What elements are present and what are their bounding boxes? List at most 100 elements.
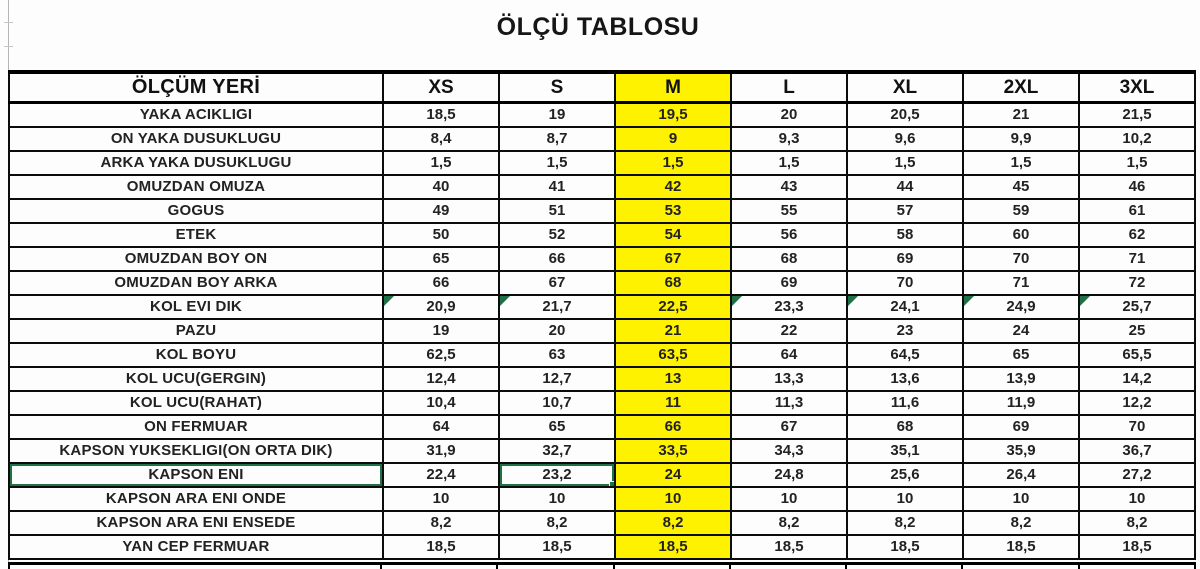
value-cell-s[interactable]: 66 bbox=[498, 245, 616, 272]
header-size-s[interactable]: S bbox=[498, 70, 616, 104]
row-label-cell[interactable]: KOL UCU(GERGIN) bbox=[8, 365, 384, 392]
value-cell-3xl[interactable]: 14,2 bbox=[1078, 365, 1196, 392]
value-cell-l[interactable]: 9,3 bbox=[730, 125, 848, 152]
header-size-2xl[interactable]: 2XL bbox=[962, 70, 1080, 104]
value-cell-2xl[interactable]: 24,9 bbox=[962, 293, 1080, 320]
fill-handle[interactable] bbox=[609, 480, 613, 485]
value-cell-3xl[interactable]: 25,7 bbox=[1078, 293, 1196, 320]
value-cell-2xl[interactable]: 71 bbox=[962, 269, 1080, 296]
value-cell-l[interactable]: 64 bbox=[730, 341, 848, 368]
value-cell-2xl[interactable]: 70 bbox=[962, 245, 1080, 272]
value-cell-m[interactable]: 11 bbox=[614, 389, 732, 416]
row-label-cell[interactable]: KAPSON ARA ENI ENSEDE bbox=[8, 509, 384, 536]
row-label-cell[interactable]: ON FERMUAR bbox=[8, 413, 384, 440]
value-cell-xl[interactable]: 13,6 bbox=[846, 365, 964, 392]
value-cell-s[interactable]: 23,2 bbox=[498, 461, 616, 488]
row-label-cell[interactable]: OMUZDAN OMUZA bbox=[8, 173, 384, 200]
value-cell-3xl[interactable]: 27,2 bbox=[1078, 461, 1196, 488]
value-cell-xs[interactable]: 31,9 bbox=[382, 437, 500, 464]
value-cell-2xl[interactable]: 24 bbox=[962, 317, 1080, 344]
value-cell-3xl[interactable]: 46 bbox=[1078, 173, 1196, 200]
value-cell-m[interactable]: 9 bbox=[614, 125, 732, 152]
value-cell-xs[interactable]: 8,2 bbox=[382, 509, 500, 536]
value-cell-2xl[interactable]: 13,9 bbox=[962, 365, 1080, 392]
value-cell-xl[interactable]: 25,6 bbox=[846, 461, 964, 488]
value-cell-m[interactable]: 10 bbox=[614, 485, 732, 512]
value-cell-m[interactable]: 24 bbox=[614, 461, 732, 488]
value-cell-l[interactable]: 10 bbox=[730, 485, 848, 512]
value-cell-2xl[interactable]: 1,5 bbox=[962, 149, 1080, 176]
row-label-cell[interactable]: YAN CEP FERMUAR bbox=[8, 533, 384, 560]
value-cell-3xl[interactable]: 61 bbox=[1078, 197, 1196, 224]
value-cell-2xl[interactable]: 60 bbox=[962, 221, 1080, 248]
value-cell-s[interactable]: 20 bbox=[498, 317, 616, 344]
row-label-cell[interactable]: YAKA ACIKLIGI bbox=[8, 101, 384, 128]
value-cell-l[interactable]: 56 bbox=[730, 221, 848, 248]
value-cell-xl[interactable]: 11,6 bbox=[846, 389, 964, 416]
value-cell-xl[interactable]: 69 bbox=[846, 245, 964, 272]
value-cell-3xl[interactable]: 21,5 bbox=[1078, 101, 1196, 128]
value-cell-m[interactable]: 42 bbox=[614, 173, 732, 200]
row-label-cell[interactable]: OMUZDAN BOY ON bbox=[8, 245, 384, 272]
value-cell-2xl[interactable]: 59 bbox=[962, 197, 1080, 224]
value-cell-xs[interactable]: 22,4 bbox=[382, 461, 500, 488]
value-cell-xl[interactable]: 10 bbox=[846, 485, 964, 512]
value-cell-m[interactable]: 21 bbox=[614, 317, 732, 344]
value-cell-xl[interactable]: 70 bbox=[846, 269, 964, 296]
value-cell-xs[interactable]: 19 bbox=[382, 317, 500, 344]
value-cell-m[interactable]: 18,5 bbox=[614, 533, 732, 560]
header-measure-column[interactable]: ÖLÇÜM YERİ bbox=[8, 70, 384, 104]
value-cell-2xl[interactable]: 35,9 bbox=[962, 437, 1080, 464]
value-cell-m[interactable]: 8,2 bbox=[614, 509, 732, 536]
value-cell-xl[interactable]: 57 bbox=[846, 197, 964, 224]
value-cell-3xl[interactable]: 70 bbox=[1078, 413, 1196, 440]
value-cell-l[interactable]: 24,8 bbox=[730, 461, 848, 488]
value-cell-m[interactable]: 33,5 bbox=[614, 437, 732, 464]
value-cell-xl[interactable]: 58 bbox=[846, 221, 964, 248]
value-cell-xl[interactable]: 44 bbox=[846, 173, 964, 200]
value-cell-s[interactable]: 19 bbox=[498, 101, 616, 128]
value-cell-s[interactable]: 8,2 bbox=[498, 509, 616, 536]
value-cell-s[interactable]: 10 bbox=[498, 485, 616, 512]
value-cell-xs[interactable]: 18,5 bbox=[382, 101, 500, 128]
value-cell-s[interactable]: 52 bbox=[498, 221, 616, 248]
row-label-cell[interactable]: KOL EVI DIK bbox=[8, 293, 384, 320]
value-cell-2xl[interactable]: 9,9 bbox=[962, 125, 1080, 152]
value-cell-3xl[interactable]: 25 bbox=[1078, 317, 1196, 344]
value-cell-l[interactable]: 8,2 bbox=[730, 509, 848, 536]
value-cell-xs[interactable]: 64 bbox=[382, 413, 500, 440]
value-cell-xl[interactable]: 64,5 bbox=[846, 341, 964, 368]
value-cell-2xl[interactable]: 8,2 bbox=[962, 509, 1080, 536]
value-cell-m[interactable]: 19,5 bbox=[614, 101, 732, 128]
value-cell-xl[interactable]: 23 bbox=[846, 317, 964, 344]
value-cell-2xl[interactable]: 11,9 bbox=[962, 389, 1080, 416]
value-cell-l[interactable]: 11,3 bbox=[730, 389, 848, 416]
value-cell-m[interactable]: 22,5 bbox=[614, 293, 732, 320]
value-cell-2xl[interactable]: 65 bbox=[962, 341, 1080, 368]
value-cell-l[interactable]: 13,3 bbox=[730, 365, 848, 392]
value-cell-3xl[interactable]: 65,5 bbox=[1078, 341, 1196, 368]
value-cell-xl[interactable]: 18,5 bbox=[846, 533, 964, 560]
value-cell-m[interactable]: 63,5 bbox=[614, 341, 732, 368]
value-cell-3xl[interactable]: 12,2 bbox=[1078, 389, 1196, 416]
value-cell-3xl[interactable]: 36,7 bbox=[1078, 437, 1196, 464]
value-cell-2xl[interactable]: 18,5 bbox=[962, 533, 1080, 560]
row-label-cell[interactable]: ON YAKA DUSUKLUGU bbox=[8, 125, 384, 152]
value-cell-m[interactable]: 1,5 bbox=[614, 149, 732, 176]
value-cell-l[interactable]: 68 bbox=[730, 245, 848, 272]
value-cell-xs[interactable]: 65 bbox=[382, 245, 500, 272]
value-cell-xs[interactable]: 10,4 bbox=[382, 389, 500, 416]
value-cell-s[interactable]: 67 bbox=[498, 269, 616, 296]
header-size-xs[interactable]: XS bbox=[382, 70, 500, 104]
header-size-m[interactable]: M bbox=[614, 70, 732, 104]
value-cell-l[interactable]: 43 bbox=[730, 173, 848, 200]
value-cell-3xl[interactable]: 72 bbox=[1078, 269, 1196, 296]
value-cell-l[interactable]: 34,3 bbox=[730, 437, 848, 464]
row-label-cell[interactable]: KAPSON ENI bbox=[8, 461, 384, 488]
value-cell-s[interactable]: 8,7 bbox=[498, 125, 616, 152]
value-cell-2xl[interactable]: 45 bbox=[962, 173, 1080, 200]
value-cell-s[interactable]: 41 bbox=[498, 173, 616, 200]
value-cell-s[interactable]: 18,5 bbox=[498, 533, 616, 560]
value-cell-m[interactable]: 66 bbox=[614, 413, 732, 440]
header-size-l[interactable]: L bbox=[730, 70, 848, 104]
